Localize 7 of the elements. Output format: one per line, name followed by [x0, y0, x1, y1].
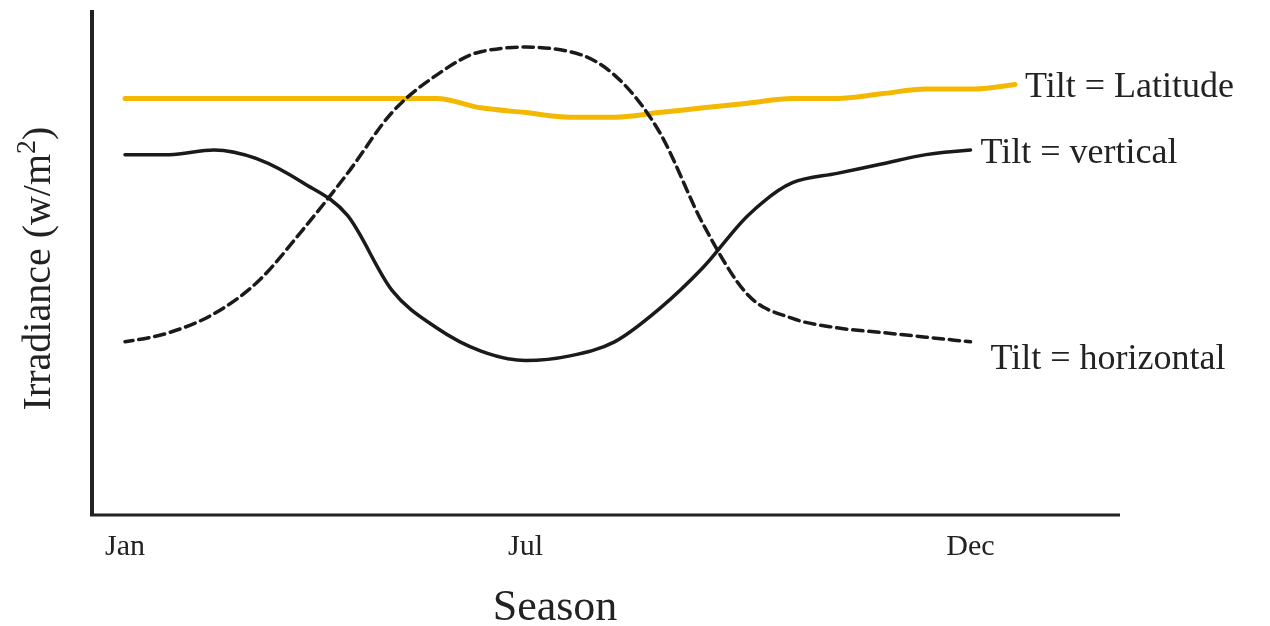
series-label: Tilt = Latitude — [1025, 65, 1234, 106]
series-label: Tilt = vertical — [980, 130, 1178, 171]
x-tick-label: Jan — [105, 528, 145, 561]
x-tick-label: Jul — [507, 528, 544, 561]
x-axis-title: Season — [492, 581, 618, 626]
series-label: Tilt = horizontal — [990, 337, 1226, 378]
x-tick-label: Dec — [946, 528, 995, 561]
